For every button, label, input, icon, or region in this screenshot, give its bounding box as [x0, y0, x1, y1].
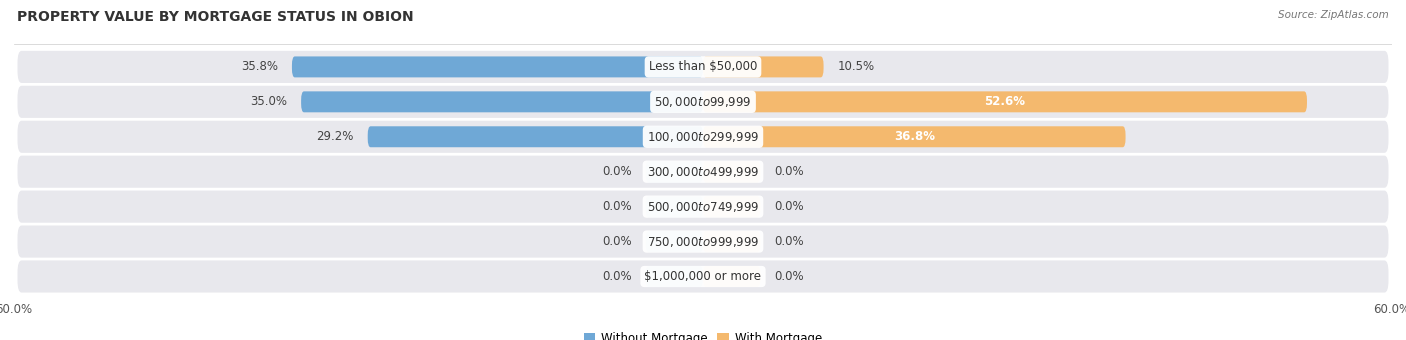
FancyBboxPatch shape — [703, 266, 761, 287]
FancyBboxPatch shape — [703, 56, 824, 78]
Text: $50,000 to $99,999: $50,000 to $99,999 — [654, 95, 752, 109]
FancyBboxPatch shape — [645, 196, 703, 217]
Text: 0.0%: 0.0% — [775, 165, 804, 178]
Text: $300,000 to $499,999: $300,000 to $499,999 — [647, 165, 759, 179]
Text: 0.0%: 0.0% — [602, 235, 631, 248]
Text: 0.0%: 0.0% — [602, 165, 631, 178]
Text: 36.8%: 36.8% — [894, 130, 935, 143]
Text: 0.0%: 0.0% — [602, 270, 631, 283]
FancyBboxPatch shape — [368, 126, 703, 147]
Text: $750,000 to $999,999: $750,000 to $999,999 — [647, 235, 759, 249]
Text: 29.2%: 29.2% — [316, 130, 354, 143]
Text: 35.0%: 35.0% — [250, 95, 287, 108]
Text: $1,000,000 or more: $1,000,000 or more — [644, 270, 762, 283]
FancyBboxPatch shape — [703, 126, 1126, 147]
FancyBboxPatch shape — [17, 156, 1389, 188]
Text: 10.5%: 10.5% — [838, 61, 875, 73]
Text: $500,000 to $749,999: $500,000 to $749,999 — [647, 200, 759, 214]
FancyBboxPatch shape — [645, 231, 703, 252]
FancyBboxPatch shape — [17, 260, 1389, 292]
Text: PROPERTY VALUE BY MORTGAGE STATUS IN OBION: PROPERTY VALUE BY MORTGAGE STATUS IN OBI… — [17, 10, 413, 24]
Legend: Without Mortgage, With Mortgage: Without Mortgage, With Mortgage — [579, 327, 827, 340]
FancyBboxPatch shape — [703, 196, 761, 217]
Text: 0.0%: 0.0% — [602, 200, 631, 213]
Text: 0.0%: 0.0% — [775, 200, 804, 213]
FancyBboxPatch shape — [17, 86, 1389, 118]
FancyBboxPatch shape — [301, 91, 703, 112]
FancyBboxPatch shape — [645, 266, 703, 287]
FancyBboxPatch shape — [703, 231, 761, 252]
FancyBboxPatch shape — [17, 190, 1389, 223]
FancyBboxPatch shape — [17, 51, 1389, 83]
FancyBboxPatch shape — [703, 161, 761, 182]
Text: Source: ZipAtlas.com: Source: ZipAtlas.com — [1278, 10, 1389, 20]
FancyBboxPatch shape — [703, 91, 1308, 112]
Text: 35.8%: 35.8% — [242, 61, 278, 73]
Text: 0.0%: 0.0% — [775, 270, 804, 283]
FancyBboxPatch shape — [17, 225, 1389, 258]
FancyBboxPatch shape — [17, 121, 1389, 153]
Text: 52.6%: 52.6% — [984, 95, 1025, 108]
FancyBboxPatch shape — [292, 56, 703, 78]
Text: 0.0%: 0.0% — [775, 235, 804, 248]
Text: Less than $50,000: Less than $50,000 — [648, 61, 758, 73]
Text: $100,000 to $299,999: $100,000 to $299,999 — [647, 130, 759, 144]
FancyBboxPatch shape — [645, 161, 703, 182]
